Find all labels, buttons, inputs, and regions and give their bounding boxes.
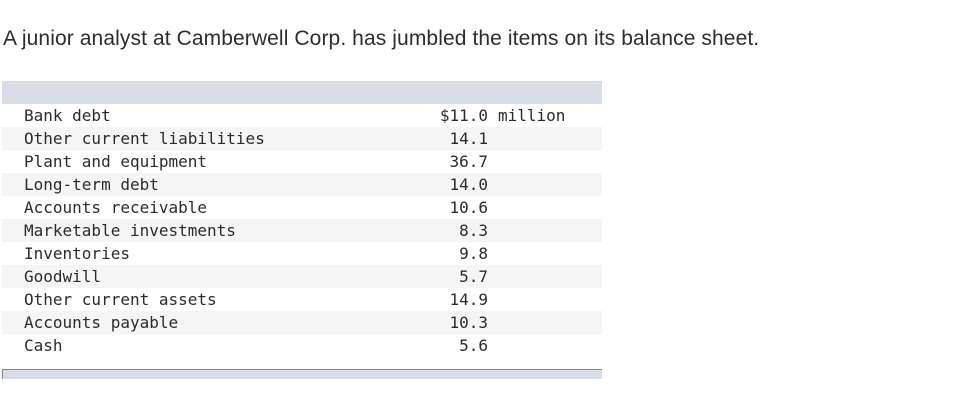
row-value: 14.1 [449, 129, 488, 148]
row-value: 10.3 [449, 313, 488, 332]
row-label: Marketable investments [24, 221, 236, 240]
row-value: 9.8 [459, 244, 488, 263]
table-row: Other current liabilities 14.1 [2, 127, 602, 150]
row-value: 14.0 [449, 175, 488, 194]
row-unit [488, 196, 498, 219]
table-body: Bank debt $11.0 million Other current li… [2, 104, 602, 357]
row-unit [488, 150, 498, 173]
table-row: Other current assets 14.9 [2, 288, 602, 311]
row-unit [488, 173, 498, 196]
row-label: Other current assets [24, 290, 217, 309]
table-row: Bank debt $11.0 million [2, 104, 602, 127]
table-row: Accounts receivable 10.6 [2, 196, 602, 219]
row-unit [488, 334, 498, 357]
table-row: Plant and equipment 36.7 [2, 150, 602, 173]
row-label: Goodwill [24, 267, 102, 286]
row-unit [488, 265, 498, 288]
row-value: 36.7 [449, 152, 488, 171]
row-unit [488, 219, 498, 242]
row-label: Accounts payable [24, 313, 179, 332]
row-label: Bank debt [24, 106, 111, 125]
row-unit [488, 288, 498, 311]
row-label: Long-term debt [24, 175, 159, 194]
table-row: Goodwill 5.7 [2, 265, 602, 288]
row-value: 8.3 [459, 221, 488, 240]
balance-sheet-table: Bank debt $11.0 million Other current li… [2, 81, 602, 379]
row-label: Cash [24, 336, 63, 355]
table-footer-bar [2, 369, 602, 379]
row-label: Plant and equipment [24, 152, 208, 171]
table-row: Inventories 9.8 [2, 242, 602, 265]
row-label: Accounts receivable [24, 198, 208, 217]
row-unit: million [498, 106, 566, 125]
row-value: 10.6 [449, 198, 488, 217]
row-value: 14.9 [449, 290, 488, 309]
row-unit [488, 127, 498, 150]
table-header-bar [2, 81, 602, 104]
row-unit [488, 242, 498, 265]
question-intro-text: A junior analyst at Camberwell Corp. has… [3, 27, 760, 50]
row-value: 5.7 [459, 267, 488, 286]
table-row: Accounts payable 10.3 [2, 311, 602, 334]
row-label: Inventories [24, 244, 130, 263]
table-row: Marketable investments 8.3 [2, 219, 602, 242]
row-value: 5.6 [459, 336, 488, 355]
row-value: $11.0 [439, 106, 488, 125]
table-row: Long-term debt 14.0 [2, 173, 602, 196]
row-label: Other current liabilities [24, 129, 265, 148]
table-row: Cash 5.6 [2, 334, 602, 357]
row-unit [488, 311, 498, 334]
